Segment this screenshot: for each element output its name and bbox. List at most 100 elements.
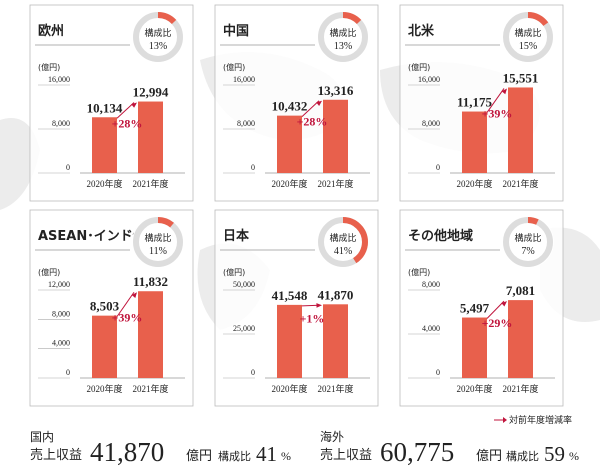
donut-label: 11% [149,246,167,257]
y-tick-label: 4,000 [422,324,440,333]
growth-arrow-head [316,303,322,308]
value-label: 11,175 [457,95,493,110]
share-title: 構成比 [506,450,539,463]
amount: 41,870 [90,437,164,467]
growth-annotation: +39% [482,107,513,121]
y-tick-label: 0 [436,368,440,377]
bar [508,87,533,173]
bar [138,101,163,173]
value-label: 12,994 [133,85,169,100]
donut-title: 構成比 [514,232,541,244]
growth-arrow-head [131,102,137,108]
y-tick-label: 0 [66,368,70,377]
x-tick-label: 2021年度 [502,178,538,189]
growth-arrow [486,300,505,319]
amount: 60,775 [380,437,454,467]
panel-title: 欧州 [38,23,64,39]
value-label: 10,432 [272,99,308,114]
y-tick-label: 8,000 [422,119,440,128]
value-label: 11,832 [133,274,168,289]
label: 売上収益 [320,447,372,463]
share-unit: % [281,449,291,463]
donut-arc [503,12,553,62]
donut-label: 41% [334,246,352,257]
share-title: 構成比 [218,450,251,463]
y-tick-label: 0 [66,163,70,172]
donut-arc [133,217,183,267]
y-unit-label: (億円) [408,267,430,277]
donut-bg [317,11,369,63]
label: 売上収益 [30,447,82,463]
legend-arrow-head [503,417,507,423]
panel-title: 日本 [223,228,249,244]
donut-label: 13% [334,41,352,52]
x-tick-label: 2021年度 [132,178,168,189]
value-label: 8,503 [90,299,120,314]
y-tick-label: 4,000 [52,339,70,348]
legend-note: 対前年度増減率 [494,414,572,426]
unit: 億円 [476,448,502,464]
bar [508,300,533,378]
x-tick-label: 2020年度 [271,178,307,189]
region-panel: 欧州 構成比 13% (億円) 0 8,000 16,000 10,134 2020年度 12,9… [29,4,194,202]
region-panel: 日本 構成比 41% (億円) 0 25,000 50,000 41,548 2020年度 41,… [214,209,379,407]
panel-title: ASEAN･インド他 [38,228,146,244]
growth-annotation: +29% [482,316,513,330]
bar [323,99,348,173]
x-tick-label: 2020年度 [456,178,492,189]
y-tick-label: 8,000 [52,119,70,128]
value-label: 13,316 [318,83,354,98]
y-tick-label: 16,000 [48,75,70,84]
y-tick-label: 8,000 [237,119,255,128]
share-unit: % [569,449,579,463]
donut-title: 構成比 [514,27,541,39]
bar [323,304,348,378]
y-unit-label: (億円) [223,62,245,72]
unit: 億円 [186,448,212,464]
overseas-total: 海外 売上収益 60,775 億円 構成比 59 % [320,429,579,467]
donut-bg [502,216,554,268]
y-tick-label: 0 [251,163,255,172]
growth-arrow [301,100,320,117]
y-tick-label: 16,000 [233,75,255,84]
bar [277,304,302,378]
growth-arrow-head [501,301,507,307]
growth-arrow [301,304,320,307]
share: 59 [544,442,565,466]
heading: 海外 [320,429,344,444]
legend-text: 対前年度増減率 [509,414,572,426]
growth-annotation: +1% [300,312,325,326]
growth-annotation: +39% [112,310,143,324]
growth-arrow-head [131,292,137,298]
donut-label: 15% [519,41,537,52]
y-unit-label: (億円) [223,267,245,277]
region-panel: 北米 構成比 15% (億円) 0 8,000 16,000 11,175 2020年度 15,5… [399,4,564,202]
region-panel: その他地域 構成比 7% (億円) 0 4,000 8,000 5,497 2020年度 7,08… [399,209,564,407]
x-tick-label: 2020年度 [456,383,492,394]
heading: 国内 [30,430,54,444]
y-tick-label: 8,000 [422,280,440,289]
x-tick-label: 2020年度 [86,383,122,394]
donut-label: 7% [521,246,534,257]
value-label: 10,134 [87,100,123,115]
donut-bg [502,11,554,63]
donut-title: 構成比 [329,232,356,244]
bar [462,317,487,378]
value-label: 41,870 [318,287,354,302]
bar [92,315,117,378]
growth-annotation: +28% [112,116,143,130]
donut-title: 構成比 [144,27,171,39]
x-tick-label: 2021年度 [132,383,168,394]
x-tick-label: 2020年度 [86,178,122,189]
x-tick-label: 2021年度 [317,178,353,189]
x-tick-label: 2021年度 [317,383,353,394]
bar [277,115,302,173]
x-tick-label: 2021年度 [502,383,538,394]
donut-bg [132,11,184,63]
donut-bg [317,216,369,268]
bar [92,117,117,173]
value-label: 15,551 [503,70,539,85]
donut-arc [133,12,183,62]
